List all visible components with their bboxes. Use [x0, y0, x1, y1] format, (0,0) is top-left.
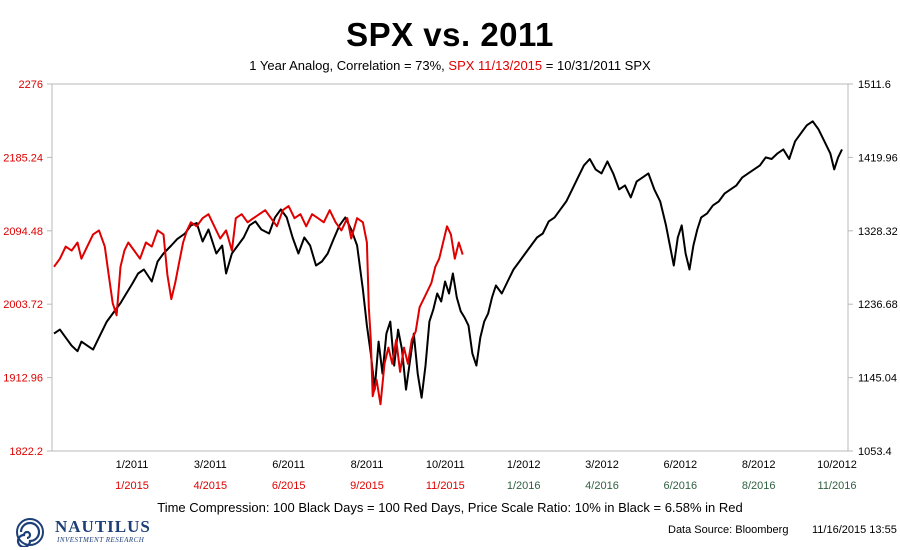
series-line-red — [53, 205, 464, 406]
right-tick-label: 1053.4 — [858, 446, 892, 458]
x-tick-label-red: 4/2015 — [194, 480, 228, 492]
x-tick-label-black: 8/2012 — [742, 459, 776, 471]
x-tick-label-red: 11/2015 — [426, 480, 465, 492]
left-tick-label: 2185.24 — [3, 152, 43, 164]
x-tick-label-red: 6/2015 — [272, 480, 306, 492]
x-tick-label-red: 9/2015 — [350, 480, 384, 492]
plot-frame — [51, 83, 849, 452]
subtitle-red-part: SPX 11/13/2015 — [448, 58, 543, 73]
chart-title: SPX vs. 2011 — [346, 16, 554, 53]
series-line-black — [53, 120, 843, 399]
x-axis: 1/2011 1/2015 3/2011 4/2015 6/2011 6/2015 8/20… — [115, 459, 857, 492]
right-tick-label: 1145.04 — [858, 373, 897, 385]
left-axis: 2276 2185.24 2094.48 2003.72 1912.96 1822.2 — [3, 79, 52, 458]
x-tick-label-red: 6/2016 — [664, 480, 698, 492]
plot-area — [51, 83, 849, 452]
x-tick-label-black: 1/2012 — [507, 459, 541, 471]
left-tick-label: 1912.96 — [3, 373, 43, 385]
left-tick-label: 2276 — [19, 79, 43, 91]
subtitle-part2: = 10/31/2011 SPX — [542, 58, 651, 73]
right-axis: 1511.6 1419.96 1328.32 1236.68 1145.04 1053.4 — [848, 79, 898, 458]
data-source: Data Source: Bloomberg — [668, 524, 789, 536]
right-tick-label: 1419.96 — [858, 152, 898, 164]
x-tick-label-red: 4/2016 — [585, 480, 619, 492]
left-tick-label: 2003.72 — [3, 299, 43, 311]
left-tick-label: 2094.48 — [3, 226, 43, 238]
x-tick-label-black: 3/2012 — [585, 459, 619, 471]
x-tick-label-black: 3/2011 — [194, 459, 227, 471]
x-tick-label-black: 10/2011 — [426, 459, 465, 471]
right-tick-label: 1236.68 — [858, 299, 898, 311]
subtitle-part1: 1 Year Analog, Correlation = 73%, — [249, 58, 449, 73]
logo-subtitle: INVESTMENT RESEARCH — [57, 536, 145, 544]
x-tick-label-red: 11/2016 — [818, 480, 857, 492]
left-tick-label: 1822.2 — [9, 446, 43, 458]
x-tick-label-black: 6/2012 — [664, 459, 698, 471]
x-tick-label-black: 6/2011 — [272, 459, 305, 471]
logo-name: NAUTILUS — [55, 517, 151, 536]
right-tick-label: 1328.32 — [858, 226, 898, 238]
line-chart: 2276 2185.24 2094.48 2003.72 1912.96 1822.2 1… — [3, 79, 898, 492]
chart-subtitle: 1 Year Analog, Correlation = 73%, SPX 11… — [0, 58, 900, 73]
right-tick-label: 1511.6 — [858, 79, 891, 91]
x-tick-label-black: 8/2011 — [351, 459, 384, 471]
series-lines — [53, 120, 843, 406]
x-tick-label-black: 1/2011 — [116, 459, 149, 471]
timestamp: 11/16/2015 13:55 — [812, 524, 897, 536]
x-tick-label-red: 8/2016 — [742, 480, 776, 492]
annotation: Time Compression: 100 Black Days = 100 R… — [157, 500, 743, 515]
x-tick-label-red: 1/2015 — [115, 480, 149, 492]
x-tick-label-black: 10/2012 — [817, 459, 857, 471]
x-tick-label-red: 1/2016 — [507, 480, 541, 492]
nautilus-logo-icon — [16, 518, 44, 547]
